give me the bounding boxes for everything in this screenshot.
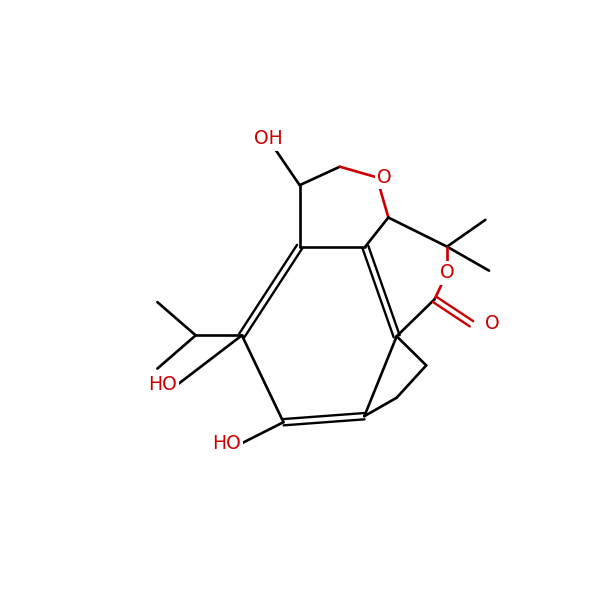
Text: O: O <box>377 168 391 187</box>
Text: O: O <box>440 263 454 283</box>
Text: HO: HO <box>148 375 177 394</box>
Text: OH: OH <box>254 130 283 148</box>
Text: O: O <box>485 314 500 333</box>
Text: HO: HO <box>212 434 241 454</box>
